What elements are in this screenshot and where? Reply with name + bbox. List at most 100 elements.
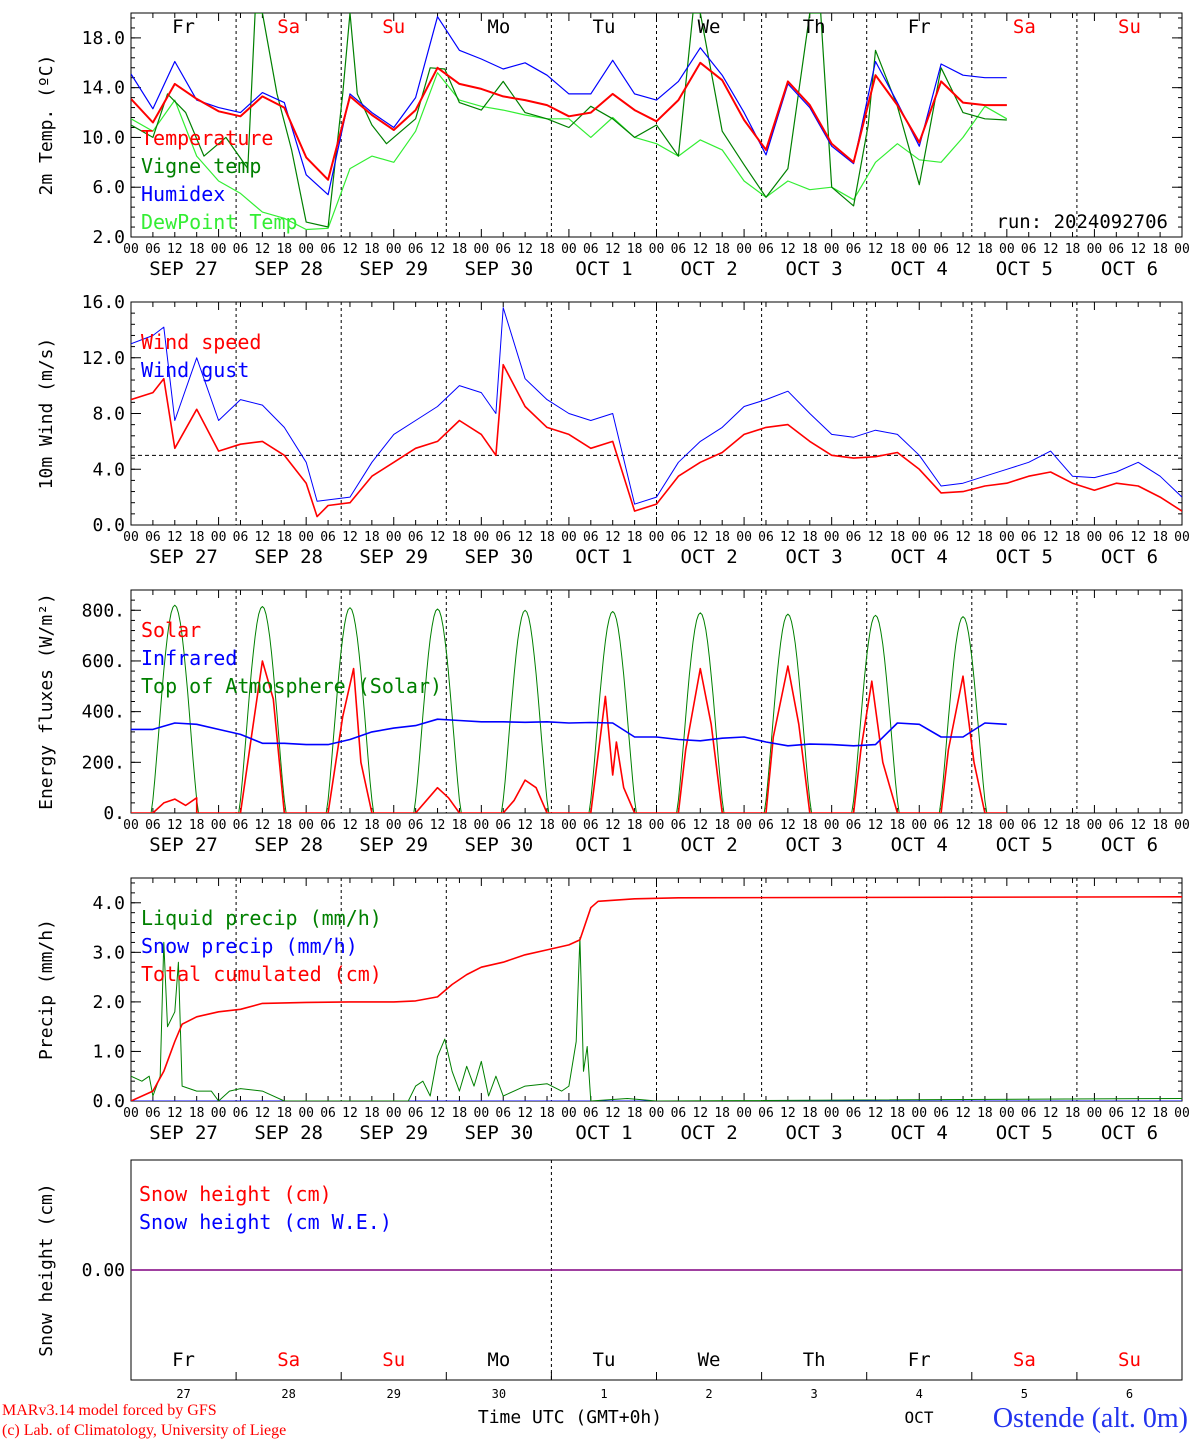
weekday-label: Sa [277,16,300,38]
hour-tick-label: 06 [671,242,687,257]
hour-tick-label: 12 [1130,530,1146,545]
hour-tick-label: 00 [649,242,665,257]
y-tick-label: 4.0 [92,459,125,480]
weekday-label: Su [382,16,405,38]
hour-tick-label: 06 [408,242,424,257]
weekday-label: Su [1118,16,1141,38]
date-label: OCT 1 [575,546,632,568]
y-tick-label: 8.0 [92,404,125,425]
hour-tick-label: 18 [364,242,380,257]
hour-tick-label: 18 [977,242,993,257]
date-label: OCT 6 [1101,546,1158,568]
legend-entry: Snow precip (mm/h) [141,934,358,958]
y-axis-label: Precip (mm/h) [36,919,57,1060]
hour-tick-label: 18 [1152,1106,1168,1121]
hour-tick-label: 00 [999,530,1015,545]
legend-entry: Vigne temp [141,154,261,178]
y-tick-label: 0.00 [82,1260,125,1281]
hour-tick-label: 18 [276,818,292,833]
hour-tick-label: 06 [495,1106,511,1121]
hour-tick-label: 06 [671,818,687,833]
hour-tick-label: 12 [167,242,183,257]
y-tick-label: 12.0 [82,348,125,369]
hour-tick-label: 00 [736,818,752,833]
panel-0: 00 06 12 18 00 06 12 18 00 06 12 18 00 06 12 18 00 06 12 18… [36,12,1190,280]
legend-entry: Wind gust [141,358,249,382]
day-number-label: 28 [281,1387,295,1401]
hour-tick-label: 12 [255,242,271,257]
y-tick-label: 2.0 [92,992,125,1013]
y-tick-label: 0.0 [92,1091,125,1112]
hour-tick-label: 12 [517,242,533,257]
infrared-line [131,718,1007,747]
panel-1: 00 06 12 18 00 06 12 18 00 06 12 18 00 06 12 18 00 06 12 18… [36,292,1190,568]
hour-tick-label: 06 [758,1106,774,1121]
hour-tick-label: 18 [364,530,380,545]
legend-entry: Wind speed [141,330,261,354]
hour-tick-label: 18 [189,530,205,545]
month-label: OCT [905,1408,934,1427]
wind-speed-line [131,363,1182,518]
hour-tick-label: 06 [145,242,161,257]
y-tick-label: 600. [82,651,125,672]
date-label: SEP 27 [149,546,218,568]
date-label: OCT 4 [891,834,948,856]
hour-tick-label: 12 [605,1106,621,1121]
hour-tick-label: 12 [692,242,708,257]
hour-tick-label: 00 [298,818,314,833]
y-tick-label: 18.0 [82,28,125,49]
hour-tick-label: 00 [298,1106,314,1121]
hour-tick-label: 06 [1021,242,1037,257]
hour-tick-label: 06 [408,818,424,833]
date-label: OCT 1 [575,258,632,280]
hour-tick-label: 00 [386,1106,402,1121]
legend-entry: Snow height (cm) [139,1182,332,1206]
hour-tick-label: 18 [627,242,643,257]
hour-tick-label: 12 [430,242,446,257]
hour-tick-label: 06 [1108,1106,1124,1121]
date-label: SEP 28 [254,834,323,856]
hour-tick-label: 00 [211,242,227,257]
hour-tick-label: 12 [868,1106,884,1121]
hour-tick-label: 00 [1087,1106,1103,1121]
hour-tick-label: 00 [211,530,227,545]
date-label: OCT 2 [680,834,737,856]
y-tick-label: 4.0 [92,893,125,914]
date-label: OCT 5 [996,258,1053,280]
hour-tick-label: 06 [583,818,599,833]
footer-model-line: MARv3.14 model forced by GFS [2,1402,217,1419]
hour-tick-label: 06 [233,818,249,833]
hour-tick-label: 00 [736,530,752,545]
hour-tick-label: 18 [977,1106,993,1121]
hour-tick-label: 12 [692,818,708,833]
hour-tick-label: 06 [758,818,774,833]
hour-tick-label: 00 [474,242,490,257]
hour-tick-label: 06 [1021,1106,1037,1121]
date-label: SEP 30 [465,258,534,280]
hour-tick-label: 00 [561,242,577,257]
y-tick-label: 1.0 [92,1041,125,1062]
date-label: SEP 27 [149,1122,218,1144]
hour-tick-label: 06 [846,1106,862,1121]
hour-tick-label: 18 [977,530,993,545]
hour-tick-label: 12 [430,818,446,833]
hour-tick-label: 12 [955,818,971,833]
hour-tick-label: 18 [276,1106,292,1121]
legend-entry: Total cumulated (cm) [141,962,382,986]
hour-tick-label: 12 [955,242,971,257]
hour-tick-label: 06 [145,1106,161,1121]
date-label: SEP 29 [359,1122,428,1144]
hour-tick-label: 12 [430,1106,446,1121]
weekday-label: Mo [487,16,510,38]
legend-entry: Liquid precip (mm/h) [141,906,382,930]
hour-tick-label: 06 [846,242,862,257]
wind-lines [131,307,1182,518]
hour-tick-label: 06 [846,530,862,545]
hour-tick-label: 00 [1087,242,1103,257]
hour-tick-label: 18 [539,1106,555,1121]
hour-tick-label: 12 [780,1106,796,1121]
hour-tick-label: 06 [583,1106,599,1121]
hour-tick-label: 06 [408,1106,424,1121]
hour-tick-label: 06 [933,1106,949,1121]
hour-tick-label: 12 [255,1106,271,1121]
